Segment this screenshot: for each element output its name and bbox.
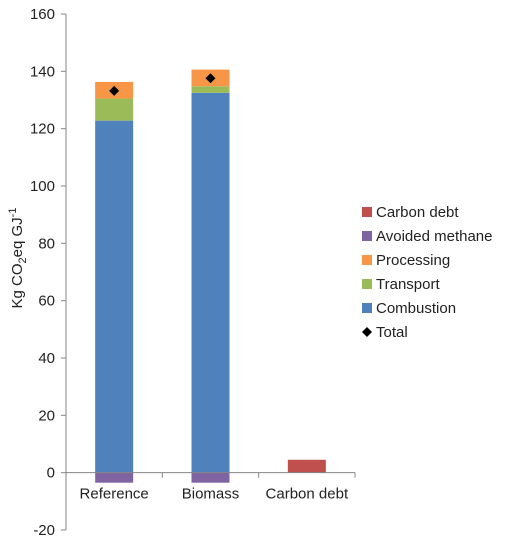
legend-label: Combustion [376, 300, 456, 317]
bar-segment-transport [191, 86, 230, 93]
bar-segment-carbon-debt [287, 459, 326, 473]
plot-area [95, 69, 326, 483]
y-tick-label: 120 [30, 121, 55, 138]
legend-swatch [362, 255, 372, 265]
y-tick-label: 160 [30, 6, 55, 23]
legend-swatch [362, 303, 372, 313]
legend-label: Avoided methane [376, 228, 492, 245]
total-marker [205, 73, 216, 84]
bar-segment-combustion [95, 120, 134, 473]
y-tick-label: 40 [38, 350, 55, 367]
x-tick-label: Carbon debt [266, 486, 349, 503]
x-tick-label: Reference [80, 486, 149, 503]
legend-swatch [362, 231, 372, 241]
y-tick-label: 80 [38, 235, 55, 252]
legend-swatch [362, 207, 372, 217]
y-axis: -20 0 20 40 60 80 100 120 140 160 [30, 6, 67, 539]
legend-label: Transport [376, 276, 440, 293]
bar-segment-avoided-methane [191, 472, 230, 483]
x-axis: Reference Biomass Carbon debt [65, 472, 356, 503]
y-tick-label: 20 [38, 407, 55, 424]
legend-swatch [362, 279, 372, 289]
legend-label: Total [376, 324, 408, 341]
legend-swatch [362, 327, 372, 337]
y-tick-label: 140 [30, 63, 55, 80]
y-tick-label: -20 [33, 522, 55, 539]
y-tick-label: 100 [30, 178, 55, 195]
legend-label: Carbon debt [376, 204, 459, 221]
total-marker [109, 85, 120, 96]
bar-segment-avoided-methane [95, 472, 134, 483]
y-axis-label: Kg CO2eq GJ-1 [7, 208, 29, 309]
legend-label: Processing [376, 252, 450, 269]
y-tick-label: 0 [47, 465, 55, 482]
x-tick-label: Biomass [182, 486, 240, 503]
bar-segment-combustion [191, 92, 230, 473]
legend: Carbon debt Avoided methane Processing Tran… [362, 204, 492, 341]
bar-segment-transport [95, 98, 134, 121]
y-tick-label: 60 [38, 293, 55, 310]
